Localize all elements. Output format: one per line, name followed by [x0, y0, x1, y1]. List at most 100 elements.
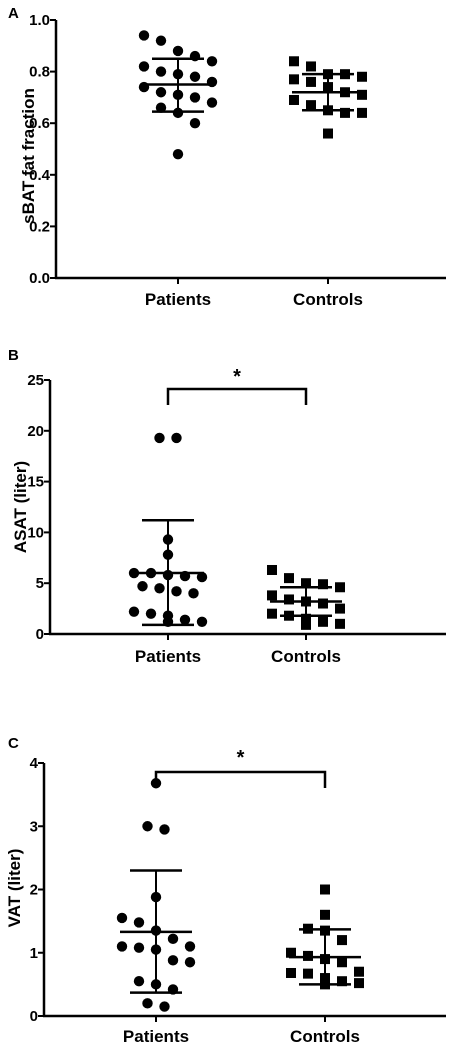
data-point-controls-a [289, 56, 299, 67]
panel-letter-c: C [8, 735, 19, 752]
data-point-controls-c [337, 935, 347, 946]
data-point-patients-c [133, 917, 145, 928]
data-point-patients-b [171, 586, 182, 597]
data-point-patients-a [155, 66, 167, 77]
data-point-controls-b [301, 619, 311, 630]
data-point-controls-a [340, 107, 350, 118]
y-axis-label-c: VAT (liter) [5, 849, 24, 928]
data-point-controls-a [289, 94, 299, 105]
y-axis-label-a: sBAT fat fraction [19, 88, 38, 224]
data-point-patients-b [179, 614, 191, 625]
data-point-patients-c [116, 912, 128, 924]
data-point-controls-b [301, 578, 311, 589]
data-point-controls-b [284, 573, 294, 584]
data-point-controls-c [303, 950, 313, 961]
data-point-patients-c [167, 955, 179, 966]
data-point-patients-c [150, 778, 162, 789]
y-tick-label-c: 3 [30, 818, 38, 835]
panel-a: A sBAT fat fraction 0.0 0.2 0.4 0.6 0.8 1.0 Pa… [8, 5, 446, 309]
y-tick-label-a: 1.0 [29, 12, 50, 29]
data-point-controls-a [306, 61, 316, 72]
data-point-patients-a [138, 30, 150, 41]
data-point-patients-c [167, 933, 179, 945]
y-tick-label-a: 0.2 [29, 218, 50, 235]
data-point-patients-a [189, 118, 201, 129]
data-point-patients-a [155, 35, 167, 46]
data-point-controls-b [301, 613, 311, 624]
y-tick-label-b: 15 [27, 474, 44, 491]
y-tick-label-c: 1 [30, 945, 38, 962]
data-point-patients-a [172, 107, 184, 119]
data-point-patients-c [133, 942, 145, 953]
data-point-patients-b [188, 588, 199, 599]
data-point-controls-b [335, 603, 345, 614]
data-point-patients-a [206, 97, 218, 108]
data-point-patients-c [116, 941, 128, 952]
data-point-controls-a [357, 71, 367, 82]
data-point-patients-a [155, 102, 167, 113]
data-point-patients-c [184, 941, 196, 952]
data-point-controls-a [357, 107, 367, 118]
data-point-controls-a [306, 100, 316, 111]
data-point-patients-c [133, 976, 145, 987]
data-point-patients-c [184, 957, 196, 968]
data-point-controls-b [318, 616, 328, 627]
y-tick-label-a: 0.6 [29, 115, 50, 132]
panel-letter-b: B [8, 347, 19, 364]
y-axis-label-b: ASAT (liter) [11, 461, 30, 553]
data-point-controls-b [318, 579, 328, 590]
data-point-patients-b [128, 606, 140, 617]
data-point-controls-c [320, 909, 330, 920]
data-point-patients-c [159, 1001, 170, 1012]
data-point-controls-b [335, 618, 345, 629]
significance-marker-c: * [237, 747, 245, 769]
y-tick-label-b: 20 [27, 423, 44, 440]
data-point-patients-b [196, 571, 208, 583]
data-point-controls-c [354, 966, 364, 977]
data-point-controls-c [286, 947, 296, 958]
data-point-controls-a [306, 76, 316, 87]
y-tick-label-b: 25 [27, 372, 44, 389]
data-point-controls-c [337, 976, 347, 987]
data-point-controls-b [267, 564, 277, 575]
y-tick-label-a: 0.4 [29, 167, 51, 184]
y-tick-label-c: 0 [30, 1008, 38, 1025]
data-point-patients-b [171, 432, 182, 444]
panel-b: B ASAT (liter) 0 5 10 15 20 25 Patients Control… [8, 347, 446, 666]
data-point-patients-a [172, 148, 184, 160]
data-point-patients-c [142, 998, 153, 1009]
data-point-controls-c [320, 884, 330, 895]
category-label-patients-b: Patients [135, 647, 201, 666]
data-point-patients-b [154, 432, 165, 444]
panel-letter-a: A [8, 5, 19, 22]
data-point-controls-b [267, 590, 277, 601]
y-tick-label-c: 4 [30, 755, 39, 772]
category-label-controls-a: Controls [293, 290, 363, 309]
y-tick-label-a: 0.0 [29, 270, 50, 287]
data-point-controls-a [323, 128, 333, 139]
data-point-controls-b [284, 594, 294, 605]
data-point-controls-a [289, 74, 299, 85]
data-point-patients-a [189, 71, 201, 82]
category-label-controls-c: Controls [290, 1027, 360, 1046]
category-label-patients-c: Patients [123, 1027, 189, 1046]
panel-c: C VAT (liter) 0 1 2 3 4 Patients Controls * [5, 735, 446, 1046]
data-point-patients-a [155, 87, 167, 98]
data-point-controls-c [354, 978, 364, 989]
y-tick-label-b: 10 [27, 524, 44, 541]
data-point-patients-a [189, 92, 201, 103]
data-point-patients-b [137, 581, 148, 592]
data-point-patients-c [159, 824, 170, 835]
data-point-patients-b [196, 616, 208, 628]
data-point-controls-c [286, 967, 296, 978]
data-point-patients-c [142, 821, 153, 832]
data-point-controls-c [303, 968, 313, 979]
data-point-controls-c [337, 957, 347, 968]
data-point-patients-a [206, 56, 218, 67]
data-point-patients-a [138, 61, 150, 72]
data-point-controls-a [357, 89, 367, 100]
y-tick-label-b: 0 [36, 626, 44, 643]
data-point-controls-b [335, 582, 345, 593]
y-tick-label-c: 2 [30, 882, 38, 899]
